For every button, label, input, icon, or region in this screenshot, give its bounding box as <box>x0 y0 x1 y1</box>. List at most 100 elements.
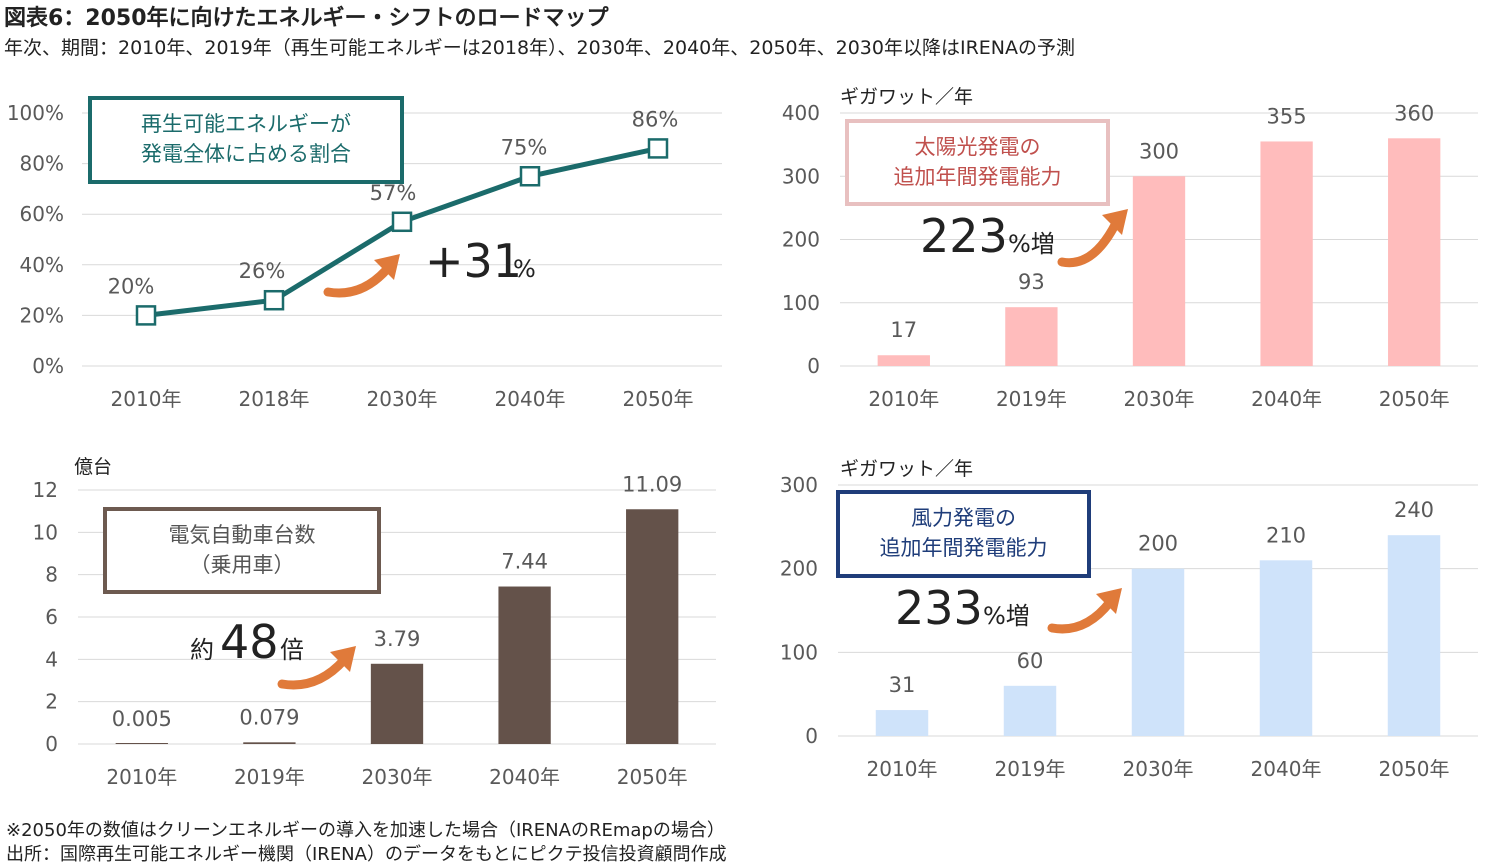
data-label: 60 <box>1017 649 1044 673</box>
y-tick-label: 0% <box>32 354 64 378</box>
data-label: 210 <box>1266 523 1306 547</box>
x-tick-label: 2018年 <box>239 387 310 411</box>
chart-label-text: 追加年間発電能力 <box>880 536 1048 560</box>
x-tick-label: 2040年 <box>1251 387 1322 411</box>
x-tick-label: 2040年 <box>489 765 560 789</box>
bar <box>1005 307 1058 366</box>
annotation-suffix: %増 <box>1008 230 1055 258</box>
annotation-prefix: 約 <box>190 636 214 664</box>
y-tick-label: 200 <box>780 557 818 581</box>
data-label: 26% <box>239 259 286 283</box>
data-label: 20% <box>108 274 155 298</box>
annotation-value: 223 <box>920 209 1008 263</box>
y-tick-label: 80% <box>20 152 64 176</box>
y-tick-label: 300 <box>780 473 818 497</box>
data-label: 200 <box>1138 532 1178 556</box>
annotation-suffix: %増 <box>983 602 1030 630</box>
y-tick-label: 0 <box>807 354 820 378</box>
x-tick-label: 2019年 <box>996 387 1067 411</box>
y-tick-label: 2 <box>45 690 58 714</box>
x-tick-label: 2050年 <box>1379 387 1450 411</box>
x-tick-label: 2030年 <box>1123 757 1194 781</box>
chart-label-text: 太陽光発電の <box>915 135 1041 159</box>
y-tick-label: 0 <box>805 724 818 748</box>
bar <box>1388 138 1441 366</box>
chart-label-box <box>845 119 1110 206</box>
data-point <box>519 166 541 187</box>
y-tick-label: 8 <box>45 563 58 587</box>
arrow-icon <box>323 263 393 298</box>
bar <box>1260 141 1313 366</box>
bar <box>243 742 296 744</box>
x-tick-label: 2050年 <box>617 765 688 789</box>
y-tick-label: 400 <box>782 101 820 125</box>
bar <box>115 743 168 744</box>
data-label: 7.44 <box>501 550 548 574</box>
data-label: 0.079 <box>239 705 299 729</box>
bar <box>1387 535 1441 736</box>
wind-chart: 0 100 200 300 ギガワット／年 2010年 2019年 2030年 2040年 205… <box>780 458 1478 781</box>
chart-label-box <box>103 507 381 594</box>
y-tick-label: 300 <box>782 164 820 188</box>
y-tick-label: 0 <box>45 732 58 756</box>
x-tick-label: 2010年 <box>868 387 939 411</box>
x-tick-label: 2050年 <box>1379 757 1450 781</box>
ev-chart: 0 2 4 6 8 10 12 億台 2010年 2019年 2030年 2040年 2050年 0.00… <box>33 456 716 789</box>
unit-label: ギガワット／年 <box>840 86 973 108</box>
arrow-icon <box>1057 218 1121 268</box>
x-tick-label: 2019年 <box>234 765 305 789</box>
x-tick-label: 2030年 <box>367 387 438 411</box>
arrow-icon <box>277 655 349 690</box>
y-tick-label: 100% <box>7 101 64 125</box>
y-tick-label: 4 <box>45 647 58 671</box>
arrow-head-icon <box>1102 209 1128 235</box>
data-label: 360 <box>1394 101 1434 125</box>
x-tick-label: 2010年 <box>111 387 182 411</box>
data-label: 31 <box>889 673 916 697</box>
data-label: 11.09 <box>622 472 682 496</box>
arrow-head-icon <box>374 254 400 280</box>
x-tick-label: 2010年 <box>106 765 177 789</box>
data-label: 3.79 <box>374 627 421 651</box>
chart-label-box <box>88 96 404 184</box>
page-subtitle: 年次、期間：2010年、2019年（再生可能エネルギーは2018年）、2030年… <box>4 37 1075 59</box>
data-point <box>263 289 285 311</box>
x-tick-label: 2010年 <box>867 757 938 781</box>
y-tick-label: 10 <box>33 520 58 544</box>
data-point <box>391 211 413 233</box>
chart-label-box <box>836 490 1091 578</box>
bar <box>1132 176 1186 366</box>
source-note: 出所：国際再生可能エネルギー機関（IRENA）のデータをもとにピクテ投信投資顧問… <box>6 844 727 865</box>
y-tick-label: 12 <box>33 478 58 502</box>
footnote: ※2050年の数値はクリーンエネルギーの導入を加速した場合（IRENAのREma… <box>6 820 725 841</box>
data-label: 17 <box>890 318 917 342</box>
data-point <box>135 305 157 326</box>
annotation-value: +31 <box>425 234 522 288</box>
x-tick-label: 2040年 <box>1251 757 1322 781</box>
solar-chart: 0 100 200 300 400 ギガワット／年 2010年 2019年 2030年 2040年… <box>782 86 1478 411</box>
bar <box>370 663 424 744</box>
chart-label-text: 発電全体に占める割合 <box>141 142 351 166</box>
arrow-icon <box>1047 597 1115 634</box>
bar <box>877 355 930 366</box>
x-tick-label: 2030年 <box>362 765 433 789</box>
chart-label-text: 電気自動車台数 <box>169 523 316 547</box>
data-point <box>647 138 669 159</box>
chart-label-text: 風力発電の <box>911 506 1016 530</box>
annotation-suffix: % <box>513 255 536 283</box>
renewable-chart: 0% 20% 40% 60% 80% 100% 2010年 2018年 2030年 2040年 20… <box>7 96 722 411</box>
data-label: 86% <box>632 107 679 131</box>
x-tick-label: 2019年 <box>995 757 1066 781</box>
bar <box>1003 685 1057 736</box>
y-tick-label: 20% <box>20 303 64 327</box>
bar <box>1131 568 1185 736</box>
chart-label-text: 追加年間発電能力 <box>894 165 1062 189</box>
bar <box>875 710 929 736</box>
data-label: 240 <box>1394 498 1434 522</box>
annotation-value: 233 <box>895 581 983 635</box>
y-tick-label: 60% <box>20 202 64 226</box>
bar <box>1259 560 1313 736</box>
annotation-suffix: 倍 <box>280 636 304 664</box>
bar <box>626 509 679 744</box>
